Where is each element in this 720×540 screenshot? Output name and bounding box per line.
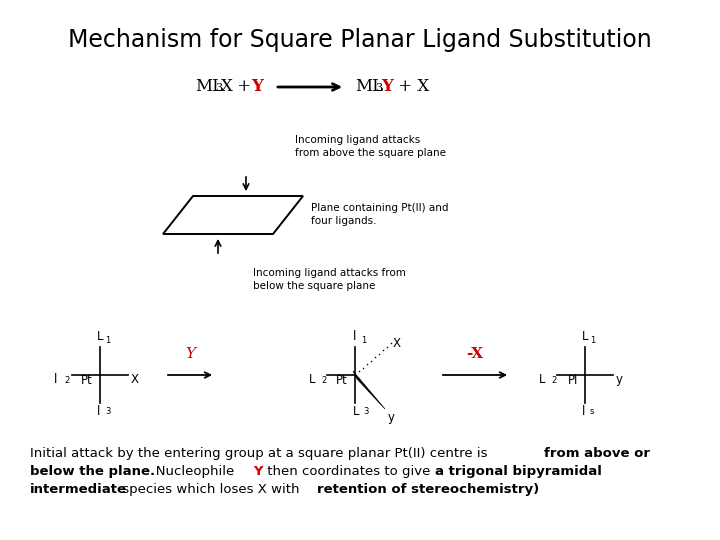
Text: l: l — [582, 405, 585, 418]
Text: 3: 3 — [375, 83, 382, 93]
Text: 1: 1 — [361, 336, 366, 345]
Text: Y: Y — [381, 78, 393, 95]
Text: L: L — [97, 330, 104, 343]
Text: L: L — [539, 373, 546, 386]
Text: Pt: Pt — [336, 374, 348, 387]
Text: 1: 1 — [590, 336, 595, 345]
Text: then coordinates to give: then coordinates to give — [263, 465, 435, 478]
Text: +: + — [232, 78, 256, 95]
Text: a trigonal bipyramidal: a trigonal bipyramidal — [435, 465, 602, 478]
Text: Y: Y — [253, 465, 263, 478]
Text: l: l — [97, 405, 100, 418]
Text: 1: 1 — [105, 336, 110, 345]
Text: L: L — [582, 330, 588, 343]
Text: Pt: Pt — [81, 374, 93, 387]
Text: 3: 3 — [105, 407, 110, 416]
Text: below the plane.: below the plane. — [30, 465, 155, 478]
Text: Nucleophile: Nucleophile — [143, 465, 238, 478]
Text: ML: ML — [355, 78, 383, 95]
Text: Y: Y — [251, 78, 263, 95]
Text: intermediate: intermediate — [30, 483, 127, 496]
Text: Y: Y — [185, 347, 195, 361]
Text: s: s — [590, 407, 595, 416]
Text: X: X — [131, 373, 139, 386]
Text: l: l — [353, 330, 356, 343]
Text: 2: 2 — [551, 376, 557, 385]
Text: y: y — [388, 411, 395, 424]
Text: l: l — [54, 373, 58, 386]
Text: ML: ML — [195, 78, 223, 95]
Text: Pl: Pl — [567, 374, 578, 387]
Text: Incoming ligand attacks from
below the square plane: Incoming ligand attacks from below the s… — [253, 268, 406, 291]
Text: Incoming ligand attacks
from above the square plane: Incoming ligand attacks from above the s… — [295, 135, 446, 158]
Text: L: L — [309, 373, 315, 386]
Text: -X: -X — [467, 347, 484, 361]
Text: L: L — [353, 405, 359, 418]
Text: Plane containing Pt(II) and
four ligands.: Plane containing Pt(II) and four ligands… — [311, 203, 449, 226]
Text: y: y — [616, 373, 623, 386]
Text: Mechanism for Square Planar Ligand Substitution: Mechanism for Square Planar Ligand Subst… — [68, 28, 652, 52]
Text: Initial attack by the entering group at a square planar Pt(II) centre is: Initial attack by the entering group at … — [30, 447, 492, 460]
Text: retention of stereochemistry): retention of stereochemistry) — [317, 483, 539, 496]
Text: 2: 2 — [321, 376, 326, 385]
Text: X: X — [221, 78, 233, 95]
Text: X: X — [393, 337, 401, 350]
Text: + X: + X — [393, 78, 429, 95]
Text: 2: 2 — [64, 376, 69, 385]
Text: species which loses X with: species which loses X with — [118, 483, 304, 496]
Text: 3: 3 — [363, 407, 369, 416]
Text: 3: 3 — [215, 83, 222, 93]
Polygon shape — [353, 371, 385, 409]
Text: from above or: from above or — [544, 447, 650, 460]
